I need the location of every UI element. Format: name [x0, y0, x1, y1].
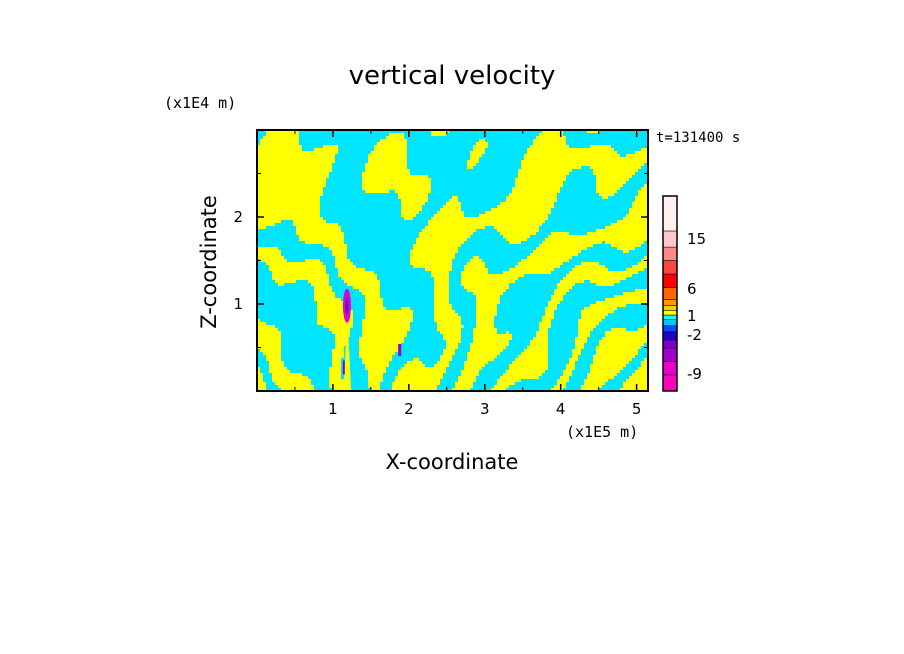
colorbar-bin — [662, 230, 678, 248]
x-tick-label: 2 — [404, 400, 414, 418]
colorbar-frame — [662, 195, 678, 392]
anomaly-core-inner — [345, 296, 349, 315]
colorbar-bin — [662, 347, 678, 362]
colorbar: 15 6 1-2 -9 — [662, 195, 706, 392]
colorbar-bin — [662, 195, 678, 232]
y-tick-label: 1 — [233, 295, 243, 313]
plot-area — [256, 129, 649, 392]
colorbar-bin — [662, 299, 678, 306]
colorbar-bin — [662, 287, 678, 300]
y-axis: 12 — [233, 173, 648, 348]
colorbar-bin — [662, 374, 678, 392]
colorbar-bin — [662, 314, 678, 320]
colorbar-bin — [662, 319, 678, 327]
x-axis-title: X-coordinate — [386, 450, 519, 474]
strong-anomaly-marks — [342, 288, 402, 391]
anomaly-plume — [343, 312, 352, 391]
colorbar-bin — [662, 339, 678, 349]
colorbar-label: 1 — [687, 307, 697, 325]
x-tick-label: 1 — [328, 400, 338, 418]
colorbar-bin — [662, 325, 678, 333]
colorbar-bin — [662, 310, 678, 316]
time-label: t=131400 s — [656, 130, 740, 146]
colorbar-bin — [662, 260, 678, 275]
colorbar-bin — [662, 305, 678, 311]
colorbar-bin — [662, 331, 678, 341]
x-axis: 1 2 3 4 5 — [294, 130, 642, 418]
colorbar-label: 6 — [687, 280, 697, 298]
x-tick-label: 5 — [632, 400, 642, 418]
x-unit-label: (x1E5 m) — [566, 423, 638, 441]
field-positive-band — [257, 130, 648, 391]
colorbar-label: -2 — [687, 326, 702, 344]
y-axis-title: Z-coordinate — [197, 195, 221, 329]
chart-title: vertical velocity — [349, 61, 556, 91]
y-unit-label: (x1E4 m) — [164, 94, 236, 112]
x-tick-label: 4 — [556, 400, 566, 418]
colorbar-bin — [662, 273, 678, 288]
anomaly-streak — [342, 360, 345, 375]
velocity-field — [257, 130, 648, 391]
y-tick-label: 2 — [233, 208, 243, 226]
x-tick-label: 3 — [480, 400, 490, 418]
colorbar-bin — [662, 361, 678, 376]
anomaly-spot — [398, 344, 402, 357]
colorbar-label: 15 — [687, 230, 706, 248]
colorbar-label: -9 — [687, 365, 702, 383]
colorbar-bin — [662, 246, 678, 261]
